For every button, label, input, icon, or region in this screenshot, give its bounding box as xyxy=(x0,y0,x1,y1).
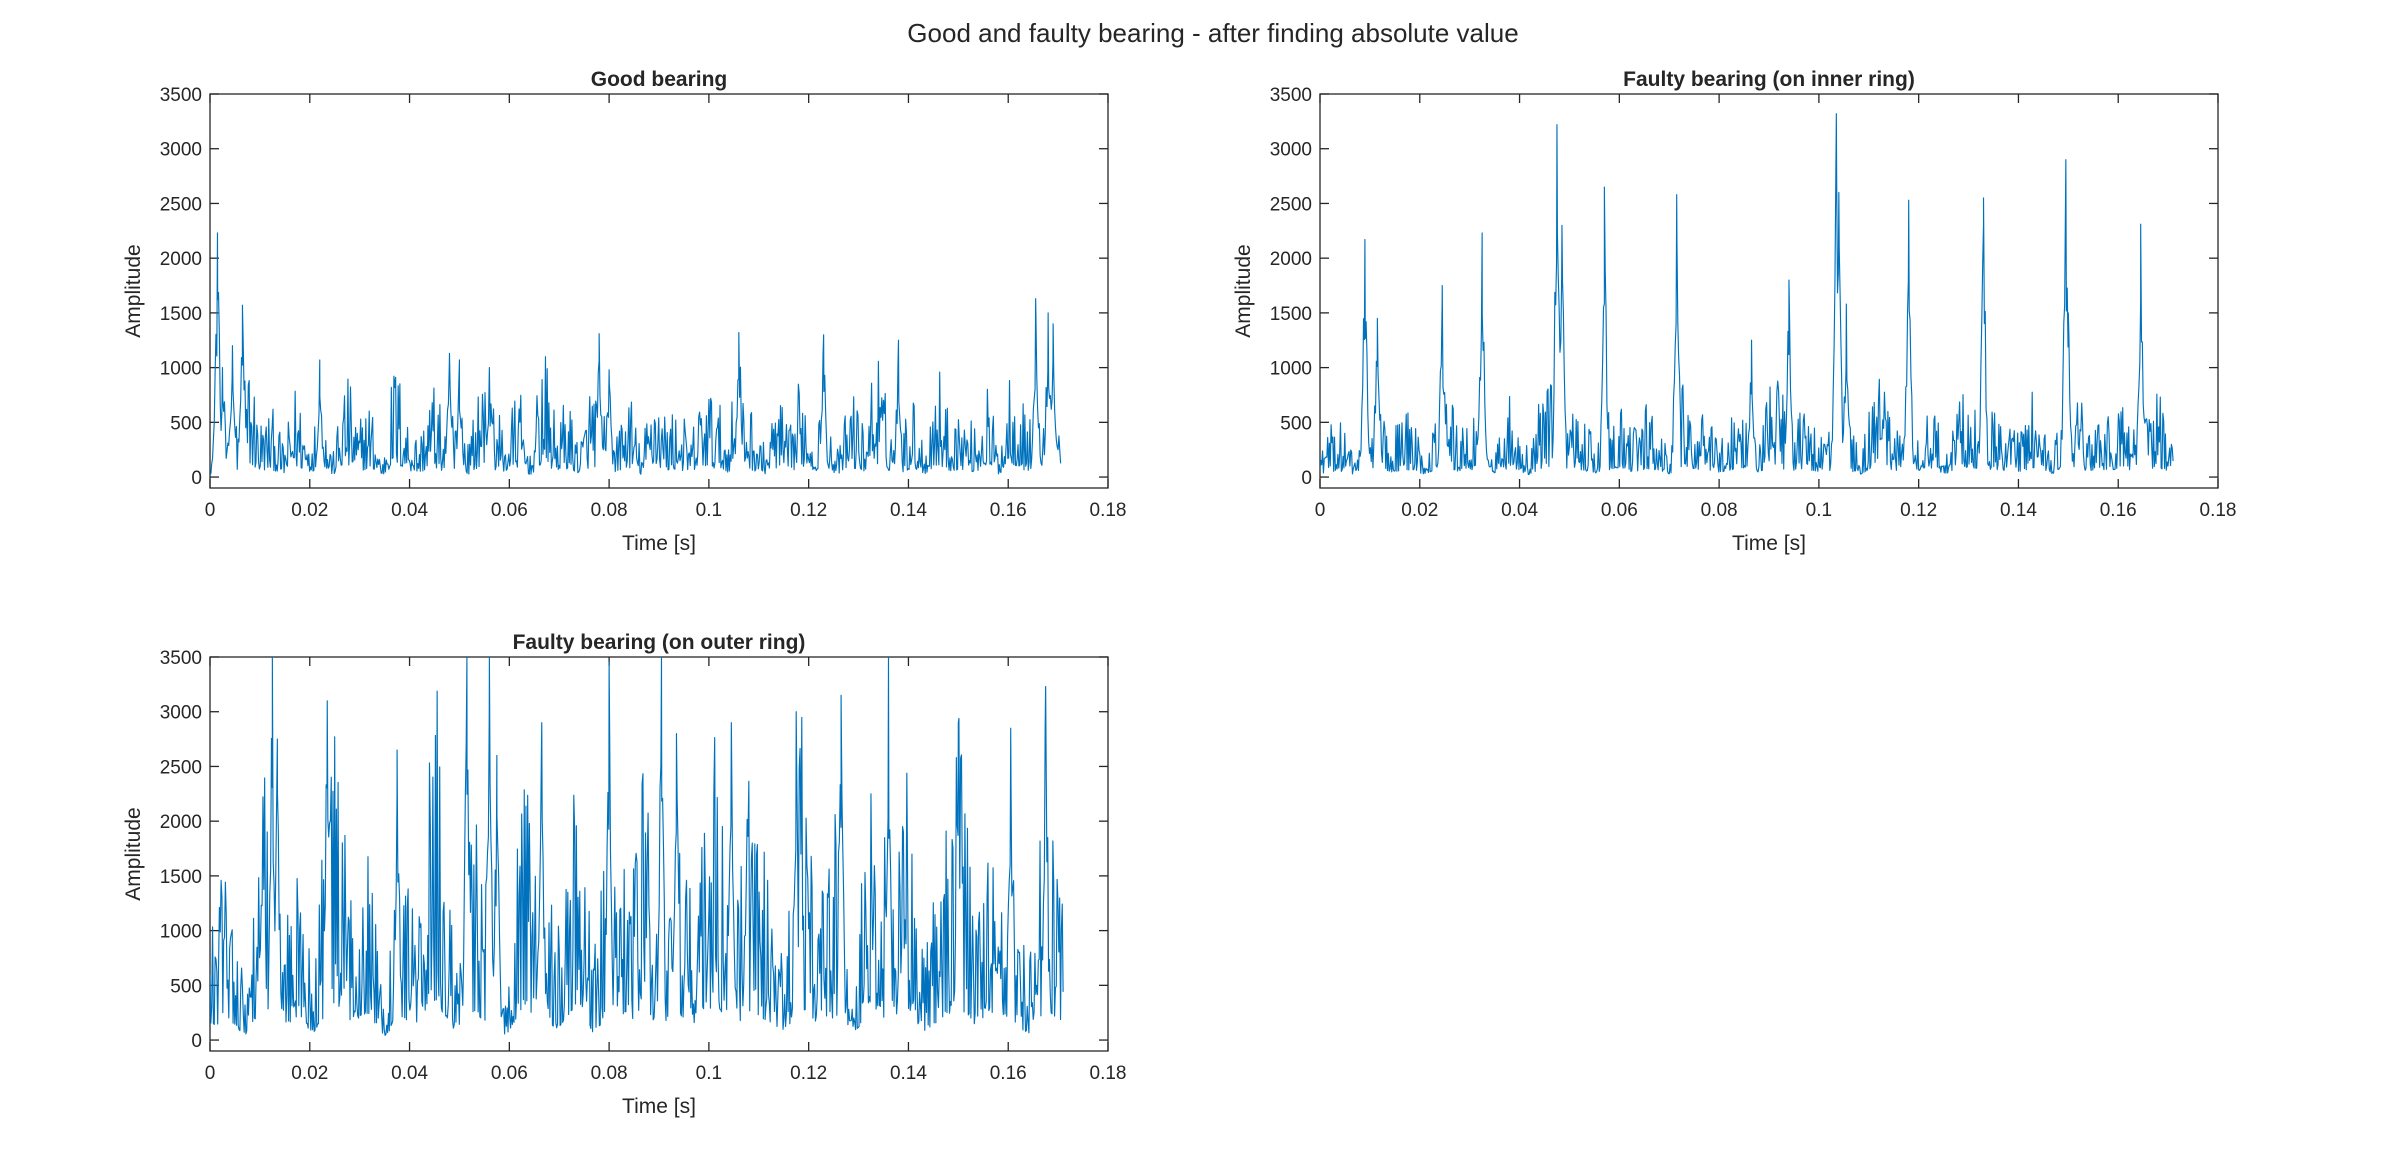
y-tick-label: 2500 xyxy=(160,757,202,778)
x-tick-label: 0.18 xyxy=(1090,500,1127,521)
y-tick-label: 0 xyxy=(191,1031,202,1052)
y-tick-label: 0 xyxy=(1301,468,1312,489)
y-tick-label: 1000 xyxy=(160,359,202,380)
y-tick-label: 3500 xyxy=(160,85,202,106)
x-tick-label: 0.08 xyxy=(591,1063,628,1084)
y-tick-label: 3500 xyxy=(160,648,202,669)
x-tick-label: 0.1 xyxy=(696,1063,722,1084)
y-tick-label: 2000 xyxy=(160,812,202,833)
subplot-panels: 0 0.02 0.04 0.06 0.08 0.1 0.12 0.14 0.16 0.18 0 500… xyxy=(122,68,2236,1118)
y-axis-label: Amplitude xyxy=(122,244,145,337)
x-axis-label: Time [s] xyxy=(1732,532,1806,555)
x-tick-label: 0.12 xyxy=(790,1063,827,1084)
subplot-title: Faulty bearing (on inner ring) xyxy=(1623,68,1915,91)
y-tick-label: 3000 xyxy=(160,140,202,161)
series-line xyxy=(210,657,1064,1036)
x-tick-label: 0.14 xyxy=(890,1063,927,1084)
x-tick-label: 0.02 xyxy=(291,500,328,521)
subplot-3: 0 0.02 0.04 0.06 0.08 0.1 0.12 0.14 0.16 0.18 0 500… xyxy=(122,631,1126,1118)
x-axis-label: Time [s] xyxy=(622,1095,696,1118)
x-tick-label: 0 xyxy=(205,500,216,521)
x-tick-label: 0.14 xyxy=(890,500,927,521)
subplot-2: 0 0.02 0.04 0.06 0.08 0.1 0.12 0.14 0.16 0.18 0 500… xyxy=(1232,68,2236,555)
figure-title: Good and faulty bearing - after finding … xyxy=(907,18,1518,48)
y-tick-label: 1000 xyxy=(1270,359,1312,380)
x-tick-label: 0.18 xyxy=(1090,1063,1127,1084)
y-tick-label: 500 xyxy=(170,976,202,997)
x-tick-label: 0 xyxy=(1315,500,1326,521)
y-tick-label: 1000 xyxy=(160,922,202,943)
x-tick-label: 0.04 xyxy=(391,500,428,521)
x-tick-label: 0.18 xyxy=(2200,500,2237,521)
x-tick-label: 0.06 xyxy=(491,1063,528,1084)
y-tick-label: 3000 xyxy=(1270,140,1312,161)
x-axis-label: Time [s] xyxy=(622,532,696,555)
x-tick-label: 0.08 xyxy=(591,500,628,521)
y-tick-label: 1500 xyxy=(160,304,202,325)
y-tick-label: 3500 xyxy=(1270,85,1312,106)
x-tick-label: 0.02 xyxy=(1401,500,1438,521)
y-tick-label: 500 xyxy=(170,413,202,434)
x-tick-label: 0.14 xyxy=(2000,500,2037,521)
x-tick-label: 0.06 xyxy=(1601,500,1638,521)
y-tick-label: 500 xyxy=(1280,413,1312,434)
x-tick-label: 0.08 xyxy=(1701,500,1738,521)
y-tick-label: 1500 xyxy=(1270,304,1312,325)
y-axis-label: Amplitude xyxy=(1232,244,1255,337)
y-tick-label: 2000 xyxy=(1270,249,1312,270)
x-tick-label: 0.1 xyxy=(1806,500,1832,521)
y-axis-label: Amplitude xyxy=(122,807,145,900)
subplot-title: Faulty bearing (on outer ring) xyxy=(513,631,806,654)
x-tick-label: 0 xyxy=(205,1063,216,1084)
y-tick-label: 1500 xyxy=(160,867,202,888)
subplot-1: 0 0.02 0.04 0.06 0.08 0.1 0.12 0.14 0.16 0.18 0 500… xyxy=(122,68,1126,555)
subplot-title: Good bearing xyxy=(591,68,728,91)
y-tick-label: 2000 xyxy=(160,249,202,270)
axes-box xyxy=(1319,93,2219,489)
series-line xyxy=(210,232,1062,475)
y-tick-label: 0 xyxy=(191,468,202,489)
x-tick-label: 0.12 xyxy=(790,500,827,521)
x-tick-label: 0.16 xyxy=(2100,500,2137,521)
x-tick-label: 0.06 xyxy=(491,500,528,521)
x-tick-label: 0.16 xyxy=(990,1063,1027,1084)
x-tick-label: 0.12 xyxy=(1900,500,1937,521)
x-tick-label: 0.04 xyxy=(1501,500,1538,521)
series-line xyxy=(1320,113,2174,476)
y-tick-label: 3000 xyxy=(160,703,202,724)
x-tick-label: 0.02 xyxy=(291,1063,328,1084)
x-tick-label: 0.1 xyxy=(696,500,722,521)
x-tick-label: 0.04 xyxy=(391,1063,428,1084)
y-tick-label: 2500 xyxy=(1270,194,1312,215)
y-tick-label: 2500 xyxy=(160,194,202,215)
x-tick-label: 0.16 xyxy=(990,500,1027,521)
